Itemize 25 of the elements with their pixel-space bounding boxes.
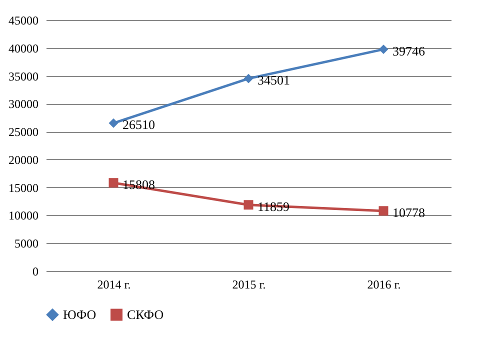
y-tick-label: 30000 (8, 97, 38, 112)
data-label: 39746 (392, 43, 426, 58)
data-label: 10778 (392, 204, 425, 220)
y-tick-label: 20000 (8, 152, 38, 167)
y-tick-label: 0 (32, 264, 38, 278)
point (378, 44, 388, 54)
y-tick-label: 45000 (8, 14, 38, 28)
y-tick-label: 5000 (14, 236, 38, 251)
x-tick-label: 2015 г. (232, 278, 266, 292)
point (244, 74, 254, 84)
y-tick-label: 35000 (8, 69, 38, 84)
y-tick-label: 25000 (8, 125, 38, 140)
data-label: 26510 (122, 117, 155, 132)
legend-label: ЮФО (63, 306, 96, 322)
point (378, 206, 388, 216)
point (108, 178, 118, 188)
legend-label: СКФО (127, 306, 164, 322)
y-tick-label: 15000 (8, 180, 38, 195)
point (244, 200, 254, 210)
point (108, 118, 118, 128)
y-tick-label: 40000 (8, 41, 38, 56)
x-tick-label: 2014 г. (97, 278, 131, 292)
x-tick-label: 2016 г. (367, 278, 401, 292)
data-label: 34501 (258, 72, 290, 88)
y-tick-label: 10000 (8, 208, 38, 223)
